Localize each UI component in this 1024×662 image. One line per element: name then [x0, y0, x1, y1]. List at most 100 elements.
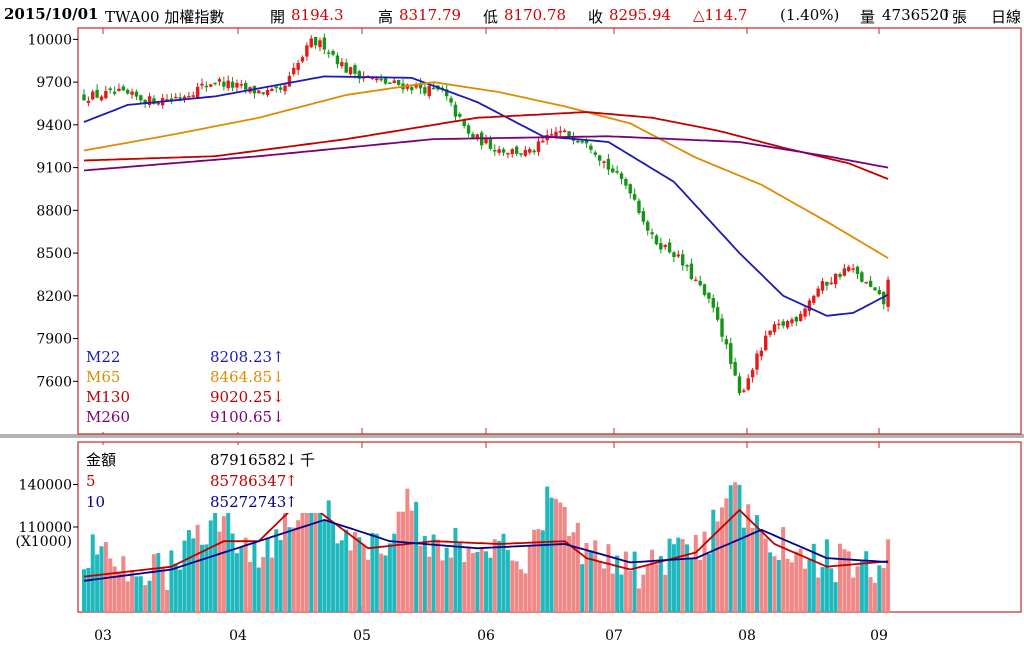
candle-body [602, 161, 606, 163]
quote-date: 2015/10/01 [4, 5, 99, 23]
candle-body [549, 134, 554, 136]
candle-body [532, 150, 536, 153]
arrow-icon: ↓ [272, 368, 285, 386]
candle-body [126, 89, 130, 94]
volume-bar [781, 527, 786, 612]
candle-body [121, 86, 126, 91]
volume-bar [431, 534, 436, 612]
volume-bar [628, 571, 633, 612]
volume-bar [440, 560, 445, 612]
candle-body [694, 279, 698, 282]
candle-body [698, 280, 702, 286]
volume-bar [580, 564, 585, 612]
candle-body [580, 141, 584, 143]
volume-bar [331, 522, 336, 612]
candle-body [475, 134, 479, 138]
volume-bar [571, 532, 576, 612]
volume-bar [492, 539, 497, 612]
high-label: 高 [378, 8, 394, 26]
candle-body [445, 89, 449, 97]
volume-bar [339, 540, 344, 612]
volume-bar [396, 511, 401, 612]
candle-body [860, 272, 864, 282]
volume-bar [881, 568, 886, 612]
volume-bar [558, 502, 563, 612]
volume-bar [191, 538, 196, 612]
candle-body [807, 300, 812, 312]
volume-bar [274, 529, 279, 612]
volume-bar [615, 555, 620, 612]
candle-body [820, 281, 825, 291]
volume-bar [733, 482, 738, 612]
volume-bar [156, 553, 161, 612]
price-tick-label: 7600 [36, 374, 72, 390]
volume-bar [829, 568, 834, 612]
volume-bar [186, 530, 191, 612]
candle-body [877, 290, 882, 295]
candle-body [274, 86, 278, 89]
ma-line-m22 [83, 75, 889, 317]
volume-bar [763, 538, 768, 612]
candle-body [453, 104, 458, 117]
arrow-icon: ↓ [272, 408, 285, 426]
candle-body [458, 114, 462, 117]
candle-body [396, 79, 401, 85]
candle-body [785, 321, 790, 328]
candle-body [257, 90, 261, 94]
volume-bar [178, 569, 183, 612]
volume-bar [112, 566, 117, 612]
candle-body [327, 52, 331, 54]
low-value: 8170.78 [504, 6, 567, 24]
candle-body [305, 45, 309, 57]
candle-body [497, 149, 501, 153]
candle-body [650, 232, 654, 235]
volume-bar [501, 533, 506, 612]
candle-body [689, 263, 694, 280]
volume-bar [588, 550, 593, 612]
volume-bar [864, 551, 869, 612]
candle-body [134, 91, 139, 97]
volume-bar [414, 501, 419, 612]
volume-bar [313, 491, 318, 612]
volume-bar [645, 565, 650, 612]
volume-tick-label: 140000 [19, 478, 72, 494]
candle-body [488, 138, 493, 149]
volume-bar [304, 481, 309, 612]
candle-body [156, 102, 160, 105]
volume-bar [151, 554, 156, 612]
volume-bar [479, 547, 484, 612]
volume-legend-label: 5 [86, 472, 96, 490]
candle-body [335, 55, 340, 65]
candle-body [541, 140, 545, 143]
volume-bar [510, 560, 515, 612]
volume-bar [95, 554, 100, 612]
volume-bar [816, 577, 821, 612]
volume-bar [103, 541, 108, 612]
volume-bar [160, 568, 165, 612]
candle-body [628, 184, 632, 194]
candle-body [95, 89, 99, 98]
candle-body [567, 131, 571, 137]
candle-body [597, 155, 602, 161]
volume-bar [462, 562, 467, 612]
volume-bar [562, 507, 567, 612]
volume-bar [523, 573, 528, 612]
volume-bar [278, 540, 283, 612]
candle-body [139, 95, 143, 101]
ma-line-m65 [83, 81, 889, 259]
candle-body [624, 179, 628, 186]
volume-legend-label: 金額 [86, 451, 116, 469]
volume-bar [514, 561, 519, 612]
candle-body [777, 323, 781, 326]
volume-bar [650, 549, 655, 612]
price-tick-label: 9100 [36, 161, 72, 177]
candle-body [873, 287, 877, 291]
volume-bar [519, 569, 523, 612]
candle-body [641, 211, 646, 222]
candle-body [812, 295, 816, 303]
volume-bar [540, 530, 545, 612]
month-label: 06 [477, 628, 495, 644]
volume-bar [252, 542, 257, 612]
candle-body [680, 254, 685, 266]
candle-body [318, 40, 322, 48]
